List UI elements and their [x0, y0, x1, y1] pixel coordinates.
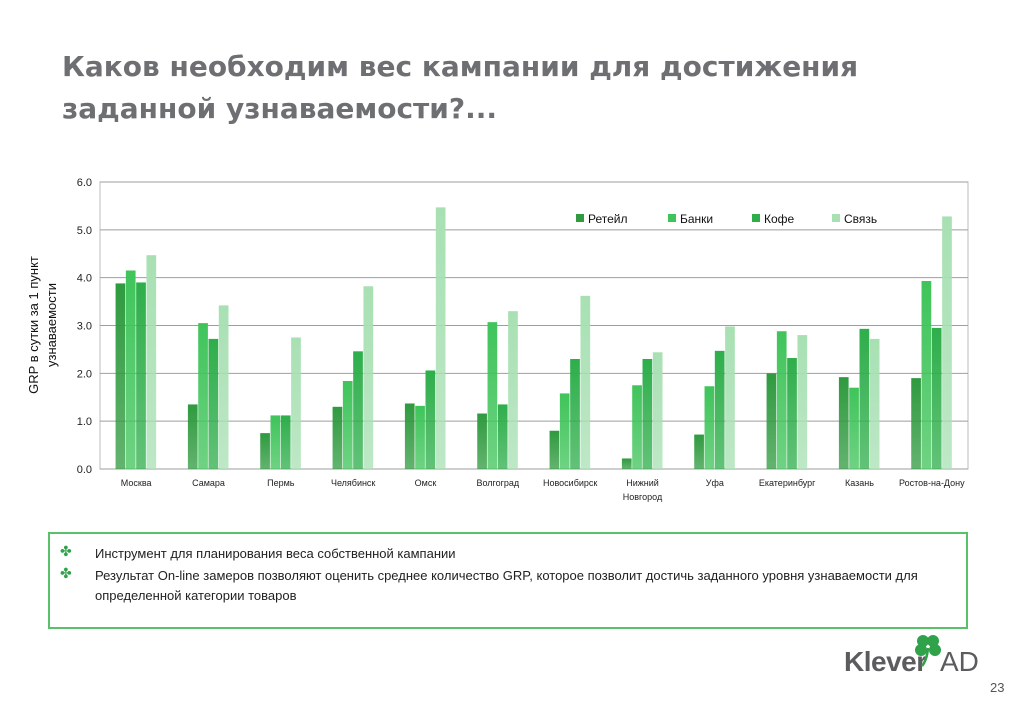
slide-title: Каков необходим вес кампании для достиже…	[62, 46, 962, 130]
bar-ретейл	[404, 403, 415, 469]
bar-кофе	[353, 351, 363, 469]
logo-suffix: AD	[940, 646, 979, 677]
logo-brand: Klever	[844, 646, 927, 677]
y-tick-label: 5.0	[77, 225, 92, 237]
x-tick-label: Челябинск	[331, 478, 375, 488]
bar-банки	[849, 387, 859, 469]
bar-связь	[652, 352, 663, 469]
legend-swatch	[752, 214, 760, 222]
clover-bullet-icon: ✤	[60, 543, 72, 559]
bar-банки	[559, 393, 570, 469]
bar-ретейл	[477, 413, 487, 469]
bar-связь	[797, 335, 808, 469]
bar-связь	[146, 255, 157, 469]
y-tick-label: 2.0	[77, 368, 92, 380]
x-tick-label: Ростов-на-Дону	[899, 478, 965, 488]
bar-банки	[921, 281, 932, 469]
bar-кофе	[931, 327, 942, 469]
bar-связь	[363, 286, 374, 469]
bar-банки	[704, 386, 715, 469]
bar-связь	[435, 207, 446, 469]
x-tick-label: Омск	[415, 478, 437, 488]
x-tick-label: Екатеринбург	[759, 478, 816, 488]
bar-ретейл	[260, 433, 270, 469]
bar-банки	[342, 380, 353, 469]
bar-ретейл	[187, 404, 198, 469]
bullet-text: Инструмент для планирования веса собстве…	[95, 546, 456, 561]
legend-swatch	[576, 214, 584, 222]
legend-label: Банки	[680, 212, 713, 226]
x-tick-label: Новгород	[623, 492, 663, 502]
bar-ретейл	[838, 377, 849, 469]
y-tick-label: 3.0	[77, 321, 92, 333]
bar-банки	[776, 331, 787, 469]
bar-кофе	[570, 358, 580, 469]
bar-банки	[270, 415, 281, 469]
bar-chart: 0.0 1.0 2.0 3.0 4.0 5.0 6.0 GRP в сутки за 1 пу…	[26, 177, 969, 502]
info-box: ✤ Инструмент для планирования веса собст…	[48, 532, 968, 629]
legend-swatch	[832, 214, 840, 222]
x-tick-label: Пермь	[267, 478, 295, 488]
bar-кофе	[642, 358, 653, 469]
bar-кофе	[425, 370, 436, 469]
bar-банки	[198, 323, 208, 469]
bar-кофе	[497, 404, 508, 469]
legend-swatch	[668, 214, 676, 222]
clover-bullet-icon: ✤	[60, 565, 72, 581]
bar-ретейл	[332, 406, 343, 469]
bar-ретейл	[621, 458, 632, 469]
slide-title-line-1: Каков необходим вес кампании для достиже…	[62, 50, 859, 83]
x-tick-label: Волгоград	[476, 478, 519, 488]
bar-связь	[942, 216, 952, 469]
x-tick-label: Новосибирск	[543, 478, 597, 488]
bar-связь	[725, 326, 735, 469]
x-tick-label: Нижний	[626, 478, 659, 488]
bar-банки	[125, 270, 136, 469]
x-tick-label: Казань	[845, 478, 874, 488]
bar-кофе	[714, 350, 725, 469]
bar-связь	[869, 338, 880, 469]
logo: Klever AD	[844, 632, 984, 682]
page-number: 23	[990, 680, 1005, 695]
bar-ретейл	[694, 434, 704, 469]
x-tick-label: Уфа	[706, 478, 724, 488]
bar-кофе	[136, 282, 146, 469]
bar-связь	[218, 305, 229, 469]
bar-кофе	[859, 328, 870, 469]
slide-title-line-2: заданной узнаваемости?...	[62, 92, 498, 125]
bar-связь	[508, 311, 518, 469]
y-tick-label: 6.0	[77, 177, 92, 189]
bar-кофе	[280, 415, 291, 469]
bar-ретейл	[911, 378, 921, 469]
bar-ретейл	[115, 283, 126, 469]
bar-банки	[487, 322, 498, 469]
y-axis-label: GRP в сутки за 1 пункт	[26, 256, 41, 394]
bar-связь	[580, 295, 591, 469]
bar-связь	[291, 337, 301, 469]
bar-ретейл	[549, 430, 560, 469]
bar-ретейл	[766, 373, 777, 469]
bar-кофе	[787, 358, 797, 469]
clover-logo-icon	[915, 635, 941, 667]
x-tick-label: Самара	[192, 478, 225, 488]
x-tick-label: Москва	[121, 478, 152, 488]
legend-label: Ретейл	[588, 212, 628, 226]
bar-банки	[632, 385, 642, 469]
y-tick-label: 4.0	[77, 273, 92, 285]
bar-банки	[415, 405, 425, 469]
legend-label: Кофе	[764, 212, 795, 226]
bar-кофе	[208, 338, 219, 469]
legend-label: Связь	[844, 212, 877, 226]
y-axis-label: узнаваемости	[44, 283, 59, 367]
bullet-text: Результат On-line замеров позволяют оцен…	[95, 568, 918, 603]
y-tick-label: 0.0	[77, 464, 92, 476]
y-tick-label: 1.0	[77, 416, 92, 428]
